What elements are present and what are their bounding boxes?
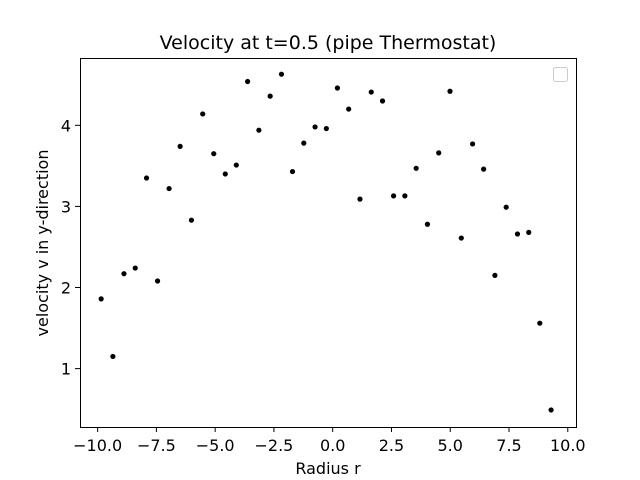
- data-point: [413, 165, 419, 171]
- data-point: [211, 151, 217, 157]
- data-point: [301, 140, 307, 146]
- data-points: [98, 71, 554, 413]
- data-point: [357, 196, 363, 202]
- data-point: [390, 193, 397, 199]
- data-point: [503, 204, 509, 210]
- x-tick-label: 10.0: [550, 436, 586, 455]
- data-point: [188, 217, 195, 223]
- data-point: [278, 71, 285, 77]
- plot-area-frame: [80, 58, 577, 428]
- data-point: [334, 85, 340, 91]
- data-point: [323, 125, 329, 132]
- x-tick-label: −7.5: [137, 436, 176, 455]
- data-point: [312, 124, 318, 130]
- y-axis-ticks: 1 2 3 4: [61, 116, 80, 379]
- x-tick-label: 2.5: [379, 436, 404, 455]
- data-point: [256, 127, 262, 133]
- data-point: [469, 141, 476, 147]
- data-point: [200, 111, 206, 117]
- data-point: [379, 98, 386, 104]
- x-axis-label: Radius r: [295, 459, 361, 478]
- y-tick-label: 4: [61, 116, 71, 135]
- data-point: [166, 185, 172, 192]
- data-point: [245, 78, 251, 85]
- y-axis-label: velocity v in y-direction: [33, 150, 52, 337]
- data-point: [402, 193, 408, 199]
- x-tick-label: −2.5: [255, 436, 294, 455]
- data-point: [233, 162, 239, 168]
- data-point: [110, 353, 116, 360]
- y-tick-label: 3: [61, 197, 71, 216]
- data-point: [132, 265, 138, 271]
- data-point: [537, 320, 543, 326]
- data-point: [346, 106, 352, 112]
- x-axis-ticks: −10.0 −7.5 −5.0 −2.5 0.0 2.5 5.0 7.5 10.0: [73, 427, 586, 455]
- chart-title: Velocity at t=0.5 (pipe Thermostat): [160, 32, 497, 54]
- legend-box: [553, 67, 568, 82]
- data-point: [267, 93, 273, 99]
- data-point: [177, 143, 183, 149]
- data-point: [447, 88, 453, 94]
- data-point: [526, 229, 532, 235]
- data-point: [424, 221, 431, 227]
- x-tick-label: 7.5: [496, 436, 521, 455]
- data-point: [154, 278, 161, 284]
- data-point: [121, 271, 127, 277]
- x-tick-label: 5.0: [438, 436, 463, 455]
- y-tick-label: 2: [61, 279, 71, 298]
- x-tick-label: 0.0: [320, 436, 345, 455]
- data-point: [458, 235, 464, 241]
- data-point: [514, 231, 521, 237]
- data-point: [143, 175, 150, 181]
- data-point: [289, 168, 296, 175]
- data-point: [548, 407, 554, 413]
- data-point: [368, 89, 374, 95]
- y-tick-label: 1: [61, 360, 71, 379]
- data-point: [492, 272, 498, 278]
- data-point: [98, 296, 104, 302]
- x-tick-label: −10.0: [73, 436, 122, 455]
- x-tick-label: −5.0: [196, 436, 235, 455]
- data-point: [222, 171, 228, 177]
- data-point: [436, 150, 442, 156]
- data-point: [481, 166, 487, 172]
